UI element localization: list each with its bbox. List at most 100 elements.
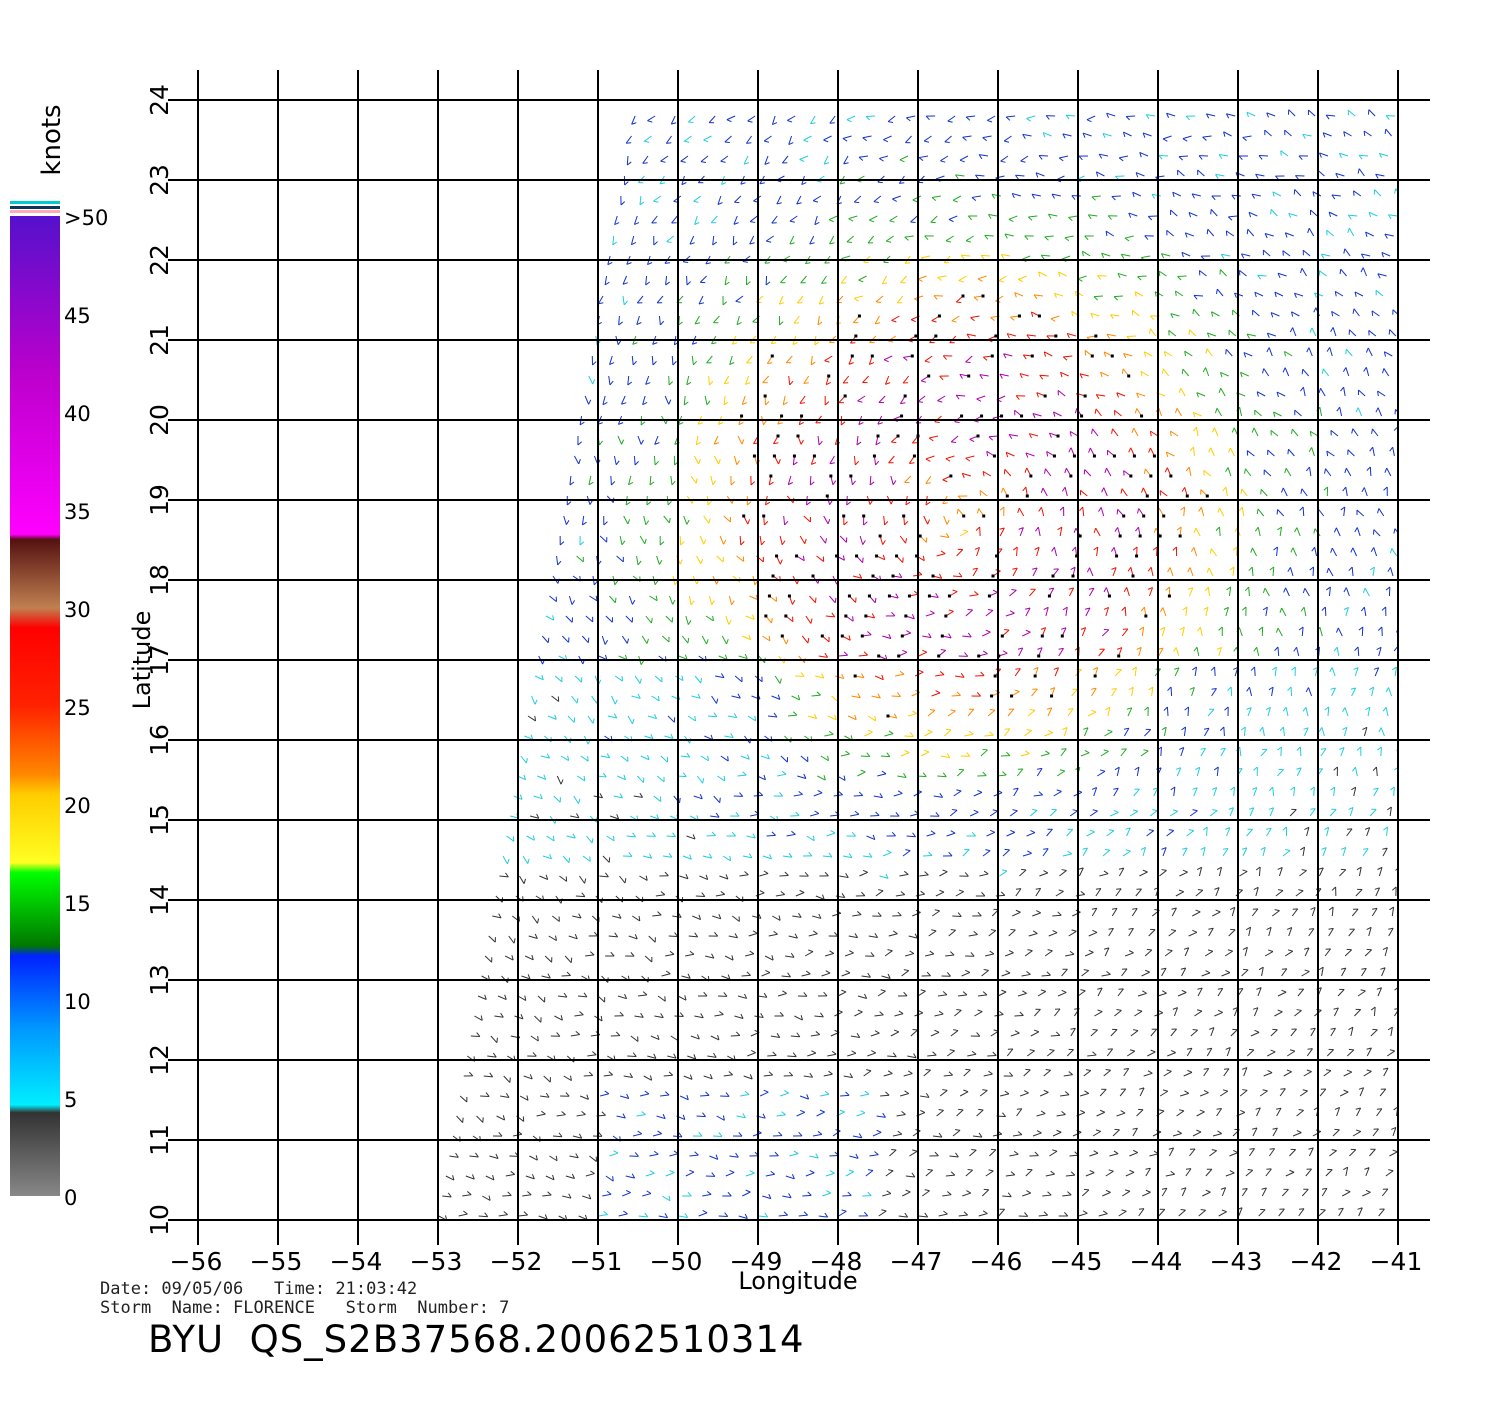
wind-barb	[699, 1132, 702, 1136]
wind-barb	[1129, 448, 1131, 453]
rain-flag-marker	[1162, 515, 1165, 518]
wind-vector	[788, 715, 797, 716]
wind-vector	[652, 216, 658, 223]
wind-vector	[1370, 809, 1376, 816]
wind-vector	[1302, 489, 1307, 496]
wind-vector	[579, 876, 584, 883]
wind-barb	[1378, 508, 1379, 513]
wind-barb	[1427, 1147, 1431, 1150]
wind-vector	[619, 876, 625, 883]
wind-vector	[1387, 827, 1388, 836]
wind-vector	[575, 676, 581, 682]
wind-vector	[1313, 1131, 1321, 1136]
wind-barb	[1011, 1172, 1015, 1175]
wind-barb	[1208, 950, 1213, 951]
wind-vector	[791, 1036, 800, 1037]
wind-barb	[924, 750, 929, 752]
wind-barb	[946, 459, 950, 462]
wind-barb	[1371, 547, 1373, 551]
wind-vector	[1047, 829, 1053, 836]
wind-vector	[1065, 487, 1067, 496]
wind-barb	[829, 731, 833, 734]
wind-barb	[694, 201, 699, 202]
wind-barb	[1196, 910, 1201, 912]
wind-barb	[1027, 971, 1031, 974]
wind-vector	[711, 216, 717, 223]
wind-barb	[1086, 1070, 1091, 1071]
wind-vector	[627, 156, 628, 165]
wind-vector	[666, 616, 672, 622]
rain-flag-marker	[777, 435, 780, 438]
wind-barb	[1331, 327, 1334, 331]
wind-barb	[930, 611, 934, 614]
wind-barb	[881, 990, 886, 991]
wind-vector	[583, 856, 590, 861]
wind-barb	[1363, 588, 1365, 593]
wind-vector	[897, 296, 903, 303]
wind-vector	[1030, 810, 1037, 816]
wind-barb	[760, 891, 764, 893]
wind-vector	[1169, 931, 1176, 936]
wind-vector	[1207, 827, 1208, 836]
rain-flag-marker	[742, 515, 745, 518]
wind-vector	[966, 1170, 973, 1176]
wind-barb	[1205, 587, 1208, 591]
wind-vector	[1068, 709, 1073, 716]
rain-flag-marker	[1029, 475, 1032, 478]
wind-vector	[1041, 507, 1043, 516]
wind-barb	[936, 691, 940, 693]
wind-barb	[580, 542, 584, 545]
wind-vector	[1271, 209, 1277, 216]
wind-vector	[1283, 488, 1287, 496]
wind-barb	[1423, 1068, 1428, 1069]
rain-flag-marker	[788, 595, 791, 598]
wind-vector	[1171, 1029, 1177, 1036]
wind-barb	[638, 1131, 642, 1134]
wind-vector	[839, 655, 848, 656]
wind-barb	[785, 872, 789, 876]
wind-vector	[907, 836, 916, 837]
wind-vector	[1242, 489, 1248, 496]
wind-vector	[1342, 1192, 1350, 1196]
wind-barb	[723, 302, 727, 305]
wind-vector	[691, 476, 696, 483]
wind-vector	[491, 1036, 497, 1043]
wind-barb	[799, 1132, 802, 1136]
wind-vector	[499, 876, 508, 877]
wind-barb	[925, 236, 928, 240]
wind-vector	[1255, 667, 1256, 676]
wind-vector	[1109, 1154, 1118, 1156]
wind-vector	[1252, 909, 1258, 916]
wind-vector	[604, 1075, 613, 1076]
wind-vector	[1421, 388, 1426, 396]
wind-barb	[1285, 468, 1286, 473]
wind-barb	[1142, 991, 1146, 994]
wind-barb	[669, 518, 670, 523]
wind-vector	[1273, 567, 1274, 576]
wind-vector	[509, 936, 514, 943]
rain-flag-marker	[753, 455, 756, 458]
wind-vector	[883, 852, 891, 856]
wind-barb	[892, 320, 897, 322]
wind-vector	[1152, 687, 1153, 696]
wind-barb	[748, 519, 750, 524]
wind-vector	[664, 1075, 673, 1076]
wind-vector	[1277, 770, 1283, 776]
wind-vector	[1196, 890, 1203, 896]
wind-vector	[1294, 1010, 1301, 1016]
wind-vector	[599, 1215, 608, 1216]
rain-flag-marker	[892, 575, 895, 578]
wind-barb	[946, 241, 951, 242]
wind-barb	[1149, 329, 1150, 334]
wind-vector	[660, 1095, 669, 1096]
wind-vector	[932, 911, 939, 916]
wind-barb	[645, 539, 646, 544]
wind-barb	[1340, 269, 1341, 274]
wind-barb	[615, 581, 618, 585]
wind-vector	[1209, 1151, 1216, 1156]
wind-vector	[759, 874, 768, 876]
wind-barb	[647, 639, 648, 644]
rain-flag-marker	[1149, 475, 1152, 478]
wind-barb	[1307, 348, 1309, 352]
wind-barb	[504, 1211, 508, 1214]
